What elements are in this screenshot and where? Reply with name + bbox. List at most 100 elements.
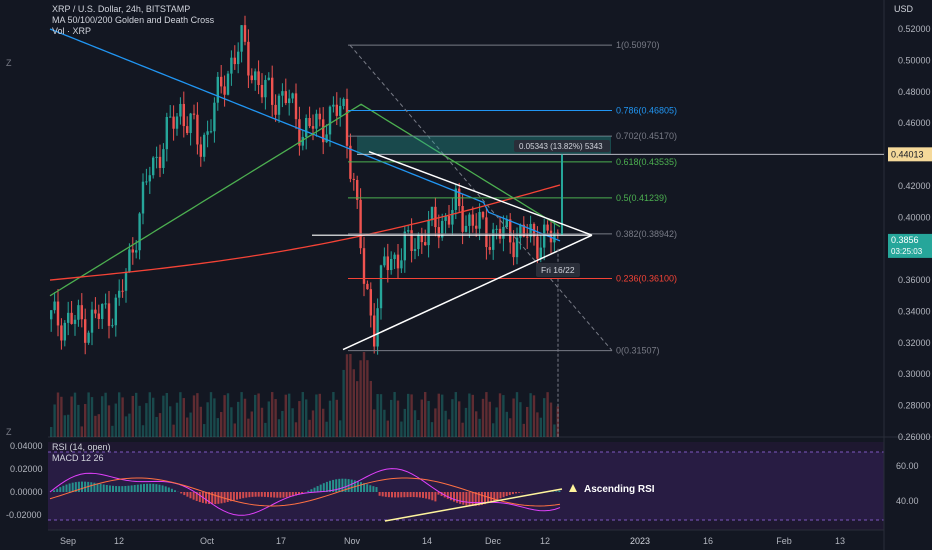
macd-histogram-bar (484, 492, 486, 505)
candle-body (196, 114, 199, 145)
macd-histogram-bar (291, 492, 294, 497)
candle-body (556, 232, 559, 234)
price-axis-tick: 0.42000 (898, 181, 931, 191)
candle-body (175, 116, 179, 129)
candle-body (162, 149, 165, 168)
candle-body (186, 126, 189, 134)
macd-histogram-bar (363, 483, 366, 492)
candle-body (131, 249, 134, 253)
candle-body (461, 206, 464, 232)
zoom-bottom-icon[interactable]: Z (6, 427, 12, 437)
time-axis-tick: 14 (422, 536, 432, 546)
last-price-badge (888, 233, 932, 258)
volume-bar (488, 401, 491, 437)
candle-body (481, 211, 485, 218)
candle-body (471, 214, 474, 226)
candle-body (366, 283, 369, 290)
measure-label: 0.05343 (13.82%) 5343 (519, 142, 603, 151)
volume-bar (427, 400, 430, 437)
candle-body (407, 230, 410, 232)
candle-body (454, 188, 457, 210)
candle-body (281, 91, 284, 96)
macd-histogram-bar (133, 485, 136, 492)
volume-bar (485, 392, 488, 437)
volume-bar (325, 421, 328, 437)
macd-histogram-bar (65, 484, 68, 492)
macd-histogram-bar (105, 485, 108, 492)
time-axis-tick: 12 (540, 536, 550, 546)
macd-histogram-bar (406, 492, 409, 498)
volume-bar (243, 398, 247, 437)
volume-bar (175, 402, 179, 437)
macd-histogram-bar (195, 492, 198, 501)
macd-histogram-bar (81, 481, 83, 492)
volume-bar (101, 396, 104, 437)
time-axis-tick: 16 (703, 536, 713, 546)
volume-bar (444, 410, 447, 437)
candle-body (165, 116, 168, 150)
volume-bar (124, 416, 128, 437)
macd-histogram-bar (555, 491, 558, 492)
volume-bar (481, 398, 485, 437)
macd-histogram-bar (344, 478, 347, 492)
candle-body (536, 236, 539, 259)
candle-body (539, 247, 542, 259)
time-axis-tick: Oct (200, 536, 215, 546)
volume-bar (461, 422, 464, 437)
volume-bar (413, 410, 417, 437)
macd-histogram-bar (341, 478, 344, 492)
volume-bar (121, 397, 124, 437)
macd-histogram-bar (124, 485, 127, 492)
candle-body (223, 86, 226, 95)
indicator-legend: RSI (14, open) MACD 12 26 (52, 442, 111, 464)
candle-body (158, 156, 162, 168)
volume-bar (458, 401, 461, 437)
zoom-top-icon[interactable]: Z (6, 58, 12, 68)
candle-body (515, 237, 519, 258)
macd-histogram-bar (412, 492, 415, 498)
candle-body (240, 25, 243, 52)
volume-bar (172, 424, 175, 437)
candle-body (325, 134, 328, 143)
volume-bar (532, 395, 536, 437)
candle-body (213, 102, 216, 132)
volume-bar (294, 422, 298, 437)
volume-bar (366, 360, 369, 437)
macd-histogram-bar (453, 492, 455, 502)
candle-body (111, 325, 114, 327)
macd-histogram-bar (375, 487, 378, 492)
volume-bar (196, 393, 199, 437)
volume-bar (451, 399, 454, 437)
macd-histogram-bar (490, 492, 493, 503)
volume-bar (434, 408, 437, 437)
candle-body (267, 77, 270, 80)
triangle-lower-line (342, 234, 593, 351)
candle-body (553, 232, 556, 243)
volume-bar (206, 402, 209, 437)
candle-body (383, 256, 386, 266)
macd-histogram-bar (248, 492, 251, 498)
macd-histogram-bar (102, 484, 105, 492)
volume-bar (417, 419, 420, 437)
volume-bar (529, 393, 532, 437)
rsi-label: RSI (14, open) (52, 442, 111, 452)
macd-histogram-bar (146, 483, 149, 492)
macd-histogram-bar (468, 492, 471, 506)
volume-bar (277, 419, 281, 437)
volume-bar (240, 392, 243, 437)
macd-histogram-bar (440, 492, 443, 496)
volume-bar (118, 392, 121, 437)
volume-bar (281, 410, 284, 437)
macd-histogram-bar (217, 492, 220, 504)
volume-bar (407, 393, 410, 437)
volume-bar (403, 408, 406, 437)
fib-level-label: 1(0.50970) (616, 40, 660, 50)
macd-histogram-bar (251, 492, 254, 497)
candle-body (502, 226, 505, 239)
volume-bar (80, 426, 83, 437)
candle-body (63, 322, 66, 341)
volume-bar (318, 393, 321, 437)
candle-body (284, 91, 287, 104)
macd-histogram-bar (267, 492, 269, 498)
